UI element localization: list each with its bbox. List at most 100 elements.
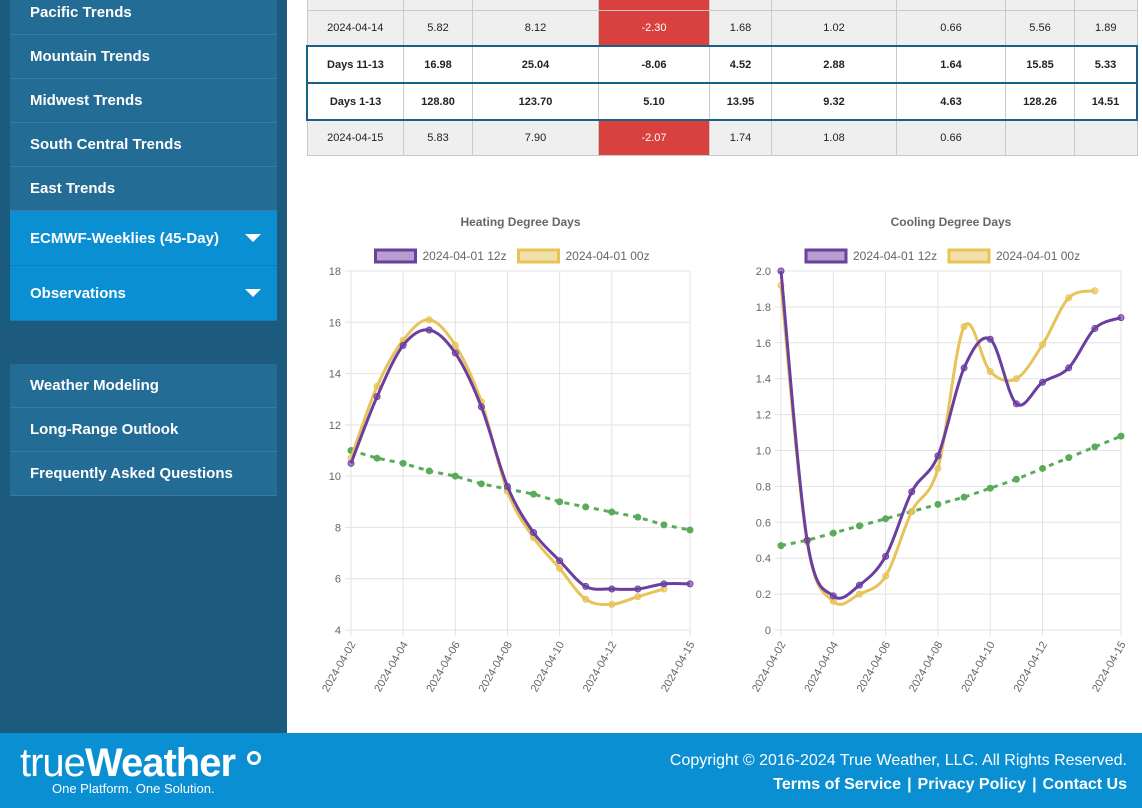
trueweather-logo[interactable]: trueWeather <box>20 741 236 785</box>
footer-links: Terms of Service | Privacy Policy | Contact … <box>773 776 1127 794</box>
contact-us-link[interactable]: Contact Us <box>1042 776 1127 793</box>
data-point <box>608 600 616 608</box>
data-point <box>582 582 590 590</box>
data-point <box>634 585 642 593</box>
y-tick-label: 0.6 <box>756 517 771 529</box>
data-point <box>1039 378 1047 386</box>
sidebar-item-label: Long-Range Outlook <box>30 421 179 438</box>
data-point <box>777 542 785 550</box>
caret-down-icon[interactable] <box>245 289 261 297</box>
data-point <box>986 335 994 343</box>
data-point <box>1012 375 1020 383</box>
data-point <box>451 341 459 349</box>
table-cell: -8.06 <box>598 45 710 84</box>
table-cell: 25.04 <box>472 45 599 84</box>
data-point <box>1117 432 1125 440</box>
sidebar-item-pacific-trends[interactable]: Pacific Trends <box>10 0 277 35</box>
table-cell: 13.95 <box>709 82 772 121</box>
data-point <box>855 581 863 589</box>
sidebar-item-frequently-asked-questions[interactable]: Frequently Asked Questions <box>10 452 277 496</box>
table-cell <box>1074 0 1138 11</box>
data-point <box>908 508 916 516</box>
table-cell: 8.12 <box>472 10 599 47</box>
data-point <box>1117 314 1125 322</box>
sidebar-item-weather-modeling[interactable]: Weather Modeling <box>10 364 277 408</box>
data-point <box>608 585 616 593</box>
sidebar-item-east-trends[interactable]: East Trends <box>10 167 277 211</box>
sidebar-item-south-central-trends[interactable]: South Central Trends <box>10 123 277 167</box>
sidebar-item-observations[interactable]: Observations <box>10 266 277 321</box>
data-point <box>556 557 564 565</box>
chart-title: Cooling Degree Days <box>891 215 1012 229</box>
x-tick-label: 2024-04-15 <box>659 640 698 695</box>
table-cell: 5.82 <box>403 10 473 47</box>
logo-degree-icon <box>247 751 261 765</box>
data-point <box>1091 443 1099 451</box>
data-point <box>451 349 459 357</box>
table-cell: 5.10 <box>598 82 710 121</box>
data-point <box>686 526 694 534</box>
terms-of-service-link[interactable]: Terms of Service <box>773 776 902 793</box>
table-row: 2024-04-15 5.83 7.90 -2.07 1.74 1.08 0.66 <box>306 119 1138 156</box>
series-line <box>349 328 691 591</box>
sidebar-item-label: Midwest Trends <box>30 92 143 109</box>
data-point <box>1065 364 1073 372</box>
data-point <box>777 267 785 275</box>
table-cell <box>896 0 1006 11</box>
y-tick-label: 1.8 <box>756 302 771 314</box>
table-cell: 5.83 <box>403 119 473 156</box>
legend-swatch <box>374 248 417 264</box>
data-point <box>908 488 916 496</box>
sidebar-item-label: South Central Trends <box>30 136 182 153</box>
y-tick-label: 10 <box>329 471 341 483</box>
data-point <box>1065 294 1073 302</box>
data-point <box>477 480 485 488</box>
x-tick-label: 2024-04-04 <box>802 640 841 695</box>
table-cell: 2024-04-14 <box>306 10 404 47</box>
table-row: 2024-04-14 5.82 8.12 -2.30 1.68 1.02 0.66 5.56 1… <box>306 10 1138 47</box>
y-tick-label: 0.2 <box>756 589 771 601</box>
sidebar-item-ecmwf-weeklies-45-day[interactable]: ECMWF-Weeklies (45-Day) <box>10 211 277 266</box>
main-content: 2024-04-14 5.82 8.12 -2.30 1.68 1.02 0.66 5.56 1… <box>287 0 1142 733</box>
data-point <box>425 326 433 334</box>
data-point <box>934 464 942 472</box>
table-cell: 128.26 <box>1005 82 1075 121</box>
sidebar-item-label: Weather Modeling <box>30 377 159 394</box>
data-point <box>556 498 564 506</box>
sidebar-item-long-range-outlook[interactable]: Long-Range Outlook <box>10 408 277 452</box>
table-cell <box>1005 0 1075 11</box>
privacy-policy-link[interactable]: Privacy Policy <box>917 776 1027 793</box>
data-point <box>425 467 433 475</box>
data-point <box>1065 454 1073 462</box>
table-cell: 5.33 <box>1074 45 1138 84</box>
sidebar-item-label: East Trends <box>30 180 116 197</box>
table-cell: 16.98 <box>403 45 473 84</box>
sidebar-item-mountain-trends[interactable]: Mountain Trends <box>10 35 277 79</box>
data-point <box>829 529 837 537</box>
data-point <box>1039 341 1047 349</box>
caret-down-icon[interactable] <box>245 234 261 242</box>
x-tick-label: 2024-04-04 <box>372 640 411 695</box>
series-line <box>780 434 1122 548</box>
table-cell: -2.30 <box>598 10 710 47</box>
y-tick-label: 1.4 <box>756 374 771 386</box>
table-cell: 7.90 <box>472 119 599 156</box>
x-tick-label: 2024-04-02 <box>320 640 359 695</box>
data-point <box>399 459 407 467</box>
data-point <box>934 452 942 460</box>
x-tick-label: 2024-04-12 <box>1012 640 1051 695</box>
y-tick-label: 0.8 <box>756 481 771 493</box>
sidebar-item-midwest-trends[interactable]: Midwest Trends <box>10 79 277 123</box>
logo-tagline: One Platform. One Solution. <box>52 781 215 796</box>
data-point <box>530 529 538 537</box>
table-cell <box>306 0 404 11</box>
data-point <box>582 595 590 603</box>
data-point <box>960 323 968 331</box>
legend-label: 2024-04-01 12z <box>423 249 507 263</box>
table-cell: 1.02 <box>771 10 897 47</box>
table-cell: 4.52 <box>709 45 772 84</box>
table-cell <box>1074 119 1138 156</box>
table-cell: 9.32 <box>771 82 897 121</box>
table-row: Days 11-13 16.98 25.04 -8.06 4.52 2.88 1.64 15.… <box>306 45 1138 84</box>
x-tick-label: 2024-04-08 <box>477 640 516 695</box>
